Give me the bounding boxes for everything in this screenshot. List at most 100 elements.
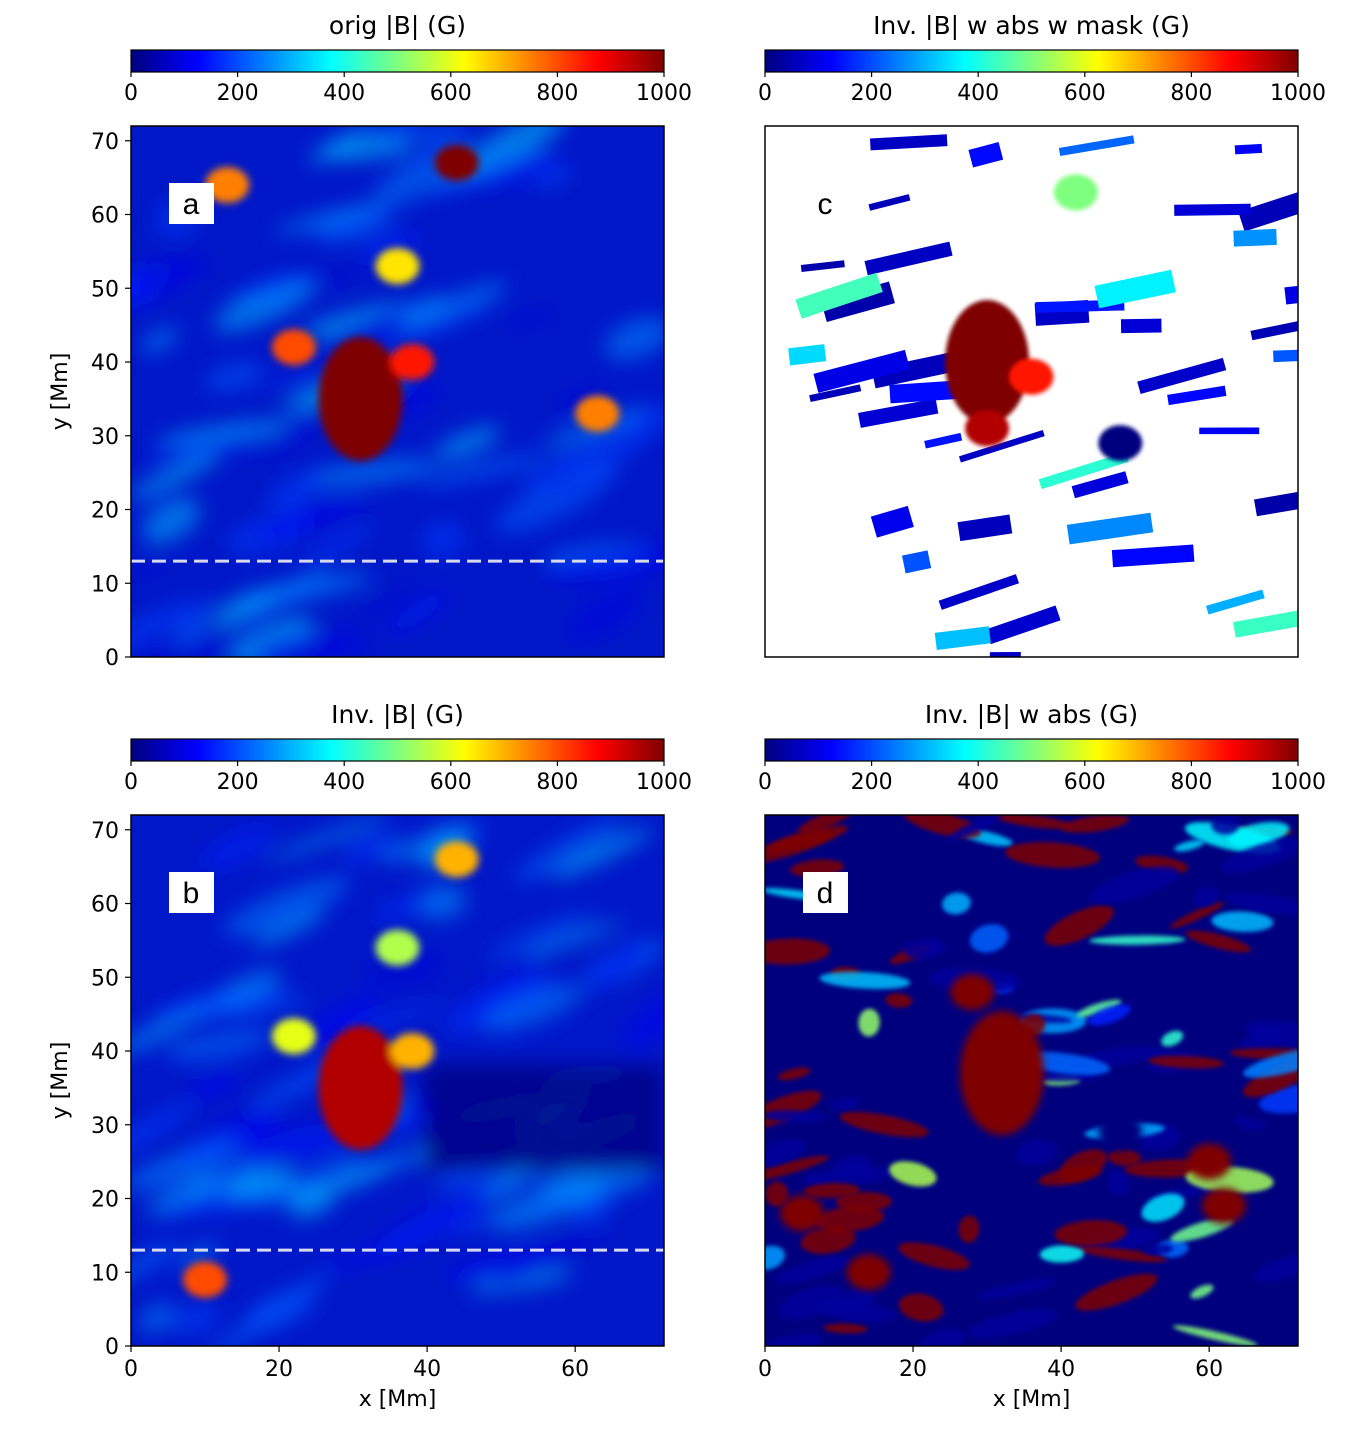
y-tick-label: 20 xyxy=(91,1188,119,1213)
colorbar-tick-label: 800 xyxy=(536,81,578,106)
feature-blob xyxy=(1201,1187,1246,1224)
panel-a: orig |B| (G) 0 200 400 600 800 1000 a 0 10 20 30 40 5… xyxy=(48,11,692,671)
colorbar-tick-label: 600 xyxy=(430,81,472,106)
colorbar-tick-label: 1000 xyxy=(1270,770,1326,795)
y-tick-label: 30 xyxy=(91,425,119,450)
feature-blob xyxy=(434,144,479,181)
y-tick-label: 10 xyxy=(91,1261,119,1286)
feature-blob xyxy=(1009,358,1054,395)
heatmap xyxy=(131,126,664,657)
y-tick-label: 50 xyxy=(91,277,119,302)
colorbar-tick-label: 800 xyxy=(1170,770,1212,795)
feature-blob xyxy=(205,167,250,203)
colorbar xyxy=(130,49,665,73)
panel-title: Inv. |B| (G) xyxy=(331,700,464,729)
colorbar-tick-label: 600 xyxy=(1064,81,1106,106)
panel-b: Inv. |B| (G)0 200 400 600 800 1000b0102030405… xyxy=(48,700,692,1412)
panel-label-box: c xyxy=(803,183,848,224)
colorbar-tick-label: 400 xyxy=(957,770,999,795)
feature-blob xyxy=(271,329,316,366)
colorbar-tick-label: 0 xyxy=(758,81,772,106)
colorbar-tick-label: 1000 xyxy=(636,81,692,106)
colorbar-tick-label: 600 xyxy=(1064,770,1106,795)
panel-label: c xyxy=(818,188,833,221)
feature-blob xyxy=(1053,174,1098,211)
panel-title: Inv. |B| w abs (G) xyxy=(925,700,1138,729)
feature-blob xyxy=(950,974,995,1010)
colorbar-tick-label: 600 xyxy=(430,770,472,795)
y-tick-label: 60 xyxy=(91,893,119,918)
panel-label: a xyxy=(183,188,200,221)
plot-frame xyxy=(130,125,665,658)
colorbar xyxy=(130,738,665,762)
heatmap xyxy=(765,126,1298,657)
x-axis-label: x [Mm] xyxy=(359,1387,437,1412)
feature-blob xyxy=(318,336,403,461)
feature-blob xyxy=(959,1011,1044,1136)
panel-c: Inv. |B| w abs w mask (G) 0 200 400 600 800 10… xyxy=(758,11,1326,658)
colorbar-tick-label: 200 xyxy=(851,81,893,106)
panel-title: orig |B| (G) xyxy=(329,11,466,40)
plot-frame xyxy=(764,125,1299,658)
colorbar-tick-label: 800 xyxy=(1170,81,1212,106)
x-tick-label: 60 xyxy=(1195,1357,1223,1382)
colorbar-tick-label: 200 xyxy=(217,770,259,795)
texture xyxy=(131,126,664,657)
colorbar-tick-label: 0 xyxy=(124,770,138,795)
y-tick-label: 70 xyxy=(91,130,119,155)
panel-label-box: d xyxy=(803,872,848,913)
feature-blob xyxy=(318,1025,403,1150)
feature-blob xyxy=(1098,1114,1143,1151)
panel-label-box: a xyxy=(169,183,214,224)
feature-blob xyxy=(780,1195,825,1232)
x-tick-label: 40 xyxy=(413,1357,441,1382)
features xyxy=(183,841,479,1298)
feature-blob xyxy=(965,410,1010,447)
feature-blob xyxy=(271,1018,316,1055)
feature-blob xyxy=(945,300,1030,424)
plot-frame xyxy=(764,814,1299,1347)
feature-blob xyxy=(375,929,420,966)
panel-title: Inv. |B| w abs w mask (G) xyxy=(873,11,1190,40)
colorbar-tick-label: 0 xyxy=(124,81,138,106)
y-axis-label: y [Mm] xyxy=(48,1042,73,1120)
feature-blob xyxy=(575,395,620,432)
y-axis-label: y [Mm] xyxy=(48,353,73,431)
y-tick-label: 30 xyxy=(91,1114,119,1139)
x-axis-label: x [Mm] xyxy=(993,1387,1071,1412)
colorbar-tick-label: 200 xyxy=(851,770,893,795)
feature-blob xyxy=(390,1033,435,1069)
y-tick-label: 40 xyxy=(91,1040,119,1065)
colorbar-tick-label: 1000 xyxy=(1270,81,1326,106)
panel-label: d xyxy=(817,877,834,910)
panel-d: Inv. |B| w abs (G) 0 200 400 600 800 1000 d 0 20 4… xyxy=(758,700,1326,1412)
y-tick-label: 60 xyxy=(91,204,119,229)
panel-label: b xyxy=(183,877,200,910)
heatmap xyxy=(765,815,1298,1346)
x-tick-label: 20 xyxy=(265,1357,293,1382)
y-tick-label: 0 xyxy=(105,1335,119,1360)
x-tick-label: 60 xyxy=(561,1357,589,1382)
x-tick-label: 0 xyxy=(124,1357,138,1382)
y-tick-label: 20 xyxy=(91,499,119,524)
feature-blob xyxy=(434,841,479,878)
heatmap xyxy=(131,815,664,1346)
features xyxy=(780,974,1246,1291)
features xyxy=(205,144,620,461)
x-tick-label: 0 xyxy=(758,1357,772,1382)
colorbar-tick-label: 1000 xyxy=(636,770,692,795)
feature-blob xyxy=(183,1261,228,1298)
x-tick-label: 40 xyxy=(1047,1357,1075,1382)
colorbar xyxy=(764,738,1299,762)
feature-blob xyxy=(846,1254,891,1291)
colorbar-tick-label: 400 xyxy=(323,770,365,795)
x-tick-label: 20 xyxy=(899,1357,927,1382)
colorbar-tick-label: 400 xyxy=(957,81,999,106)
feature-blob xyxy=(1187,1143,1232,1180)
feature-blob xyxy=(375,248,420,285)
colorbar-tick-label: 0 xyxy=(758,770,772,795)
feature-blob xyxy=(390,344,435,380)
y-tick-label: 40 xyxy=(91,351,119,376)
y-tick-label: 0 xyxy=(105,646,119,671)
